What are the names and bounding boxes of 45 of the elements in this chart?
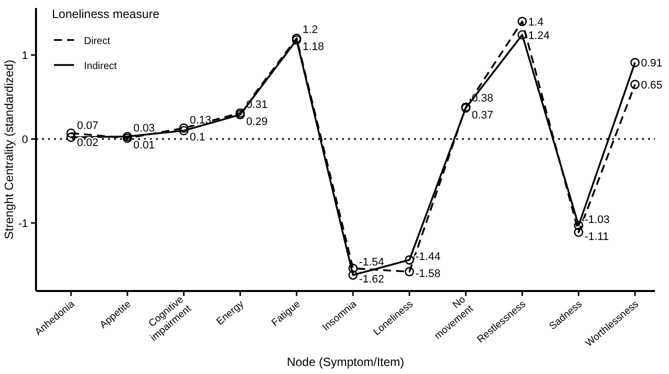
point: [348, 264, 358, 273]
data-label: 0.07: [77, 120, 98, 132]
point: [66, 132, 76, 142]
point: [518, 30, 527, 40]
y-tick-label: 0: [22, 134, 28, 146]
point: [179, 126, 188, 136]
point: [404, 255, 414, 265]
data-label: 0.02: [77, 137, 98, 150]
point: [518, 16, 527, 26]
point: [630, 58, 640, 68]
point: [66, 128, 76, 138]
x-axis-title: Node (Symptom/Item): [286, 355, 404, 369]
point: [630, 80, 640, 90]
data-label: -1.62: [359, 274, 384, 286]
y-axis-title: Strenght Centrality (standardized): [2, 60, 16, 240]
point: [404, 267, 414, 276]
data-label: 1.24: [528, 30, 550, 42]
data-label: -1.58: [415, 268, 440, 280]
point: [348, 270, 358, 280]
point: [292, 34, 302, 43]
y-tick-label: -1: [18, 218, 28, 230]
legend-title: Loneliness measure: [52, 7, 160, 21]
data-label: 0.03: [133, 122, 155, 134]
point: [236, 110, 245, 120]
data-label: 0.29: [246, 116, 268, 128]
legend-label: Direct: [84, 36, 110, 47]
data-label: 0.01: [133, 139, 155, 152]
data-label: 0.65: [641, 79, 662, 92]
data-label: 1.18: [302, 41, 324, 54]
point: [236, 108, 245, 118]
point: [179, 123, 188, 133]
data-label: 1.2: [302, 24, 318, 36]
data-label: 0.1: [190, 131, 206, 144]
data-label: 0.37: [472, 110, 494, 122]
point: [574, 220, 584, 230]
data-label: -1.54: [359, 256, 384, 269]
data-label: 1.4: [528, 16, 544, 28]
y-tick-label: 1: [22, 50, 28, 62]
data-label: -1.11: [584, 230, 609, 243]
data-label: -1.44: [415, 250, 440, 263]
point: [574, 228, 584, 237]
data-label: 0.91: [641, 58, 662, 70]
point: [292, 35, 302, 45]
legend-label: Indirect: [84, 61, 118, 72]
data-label: -1.03: [584, 214, 610, 226]
